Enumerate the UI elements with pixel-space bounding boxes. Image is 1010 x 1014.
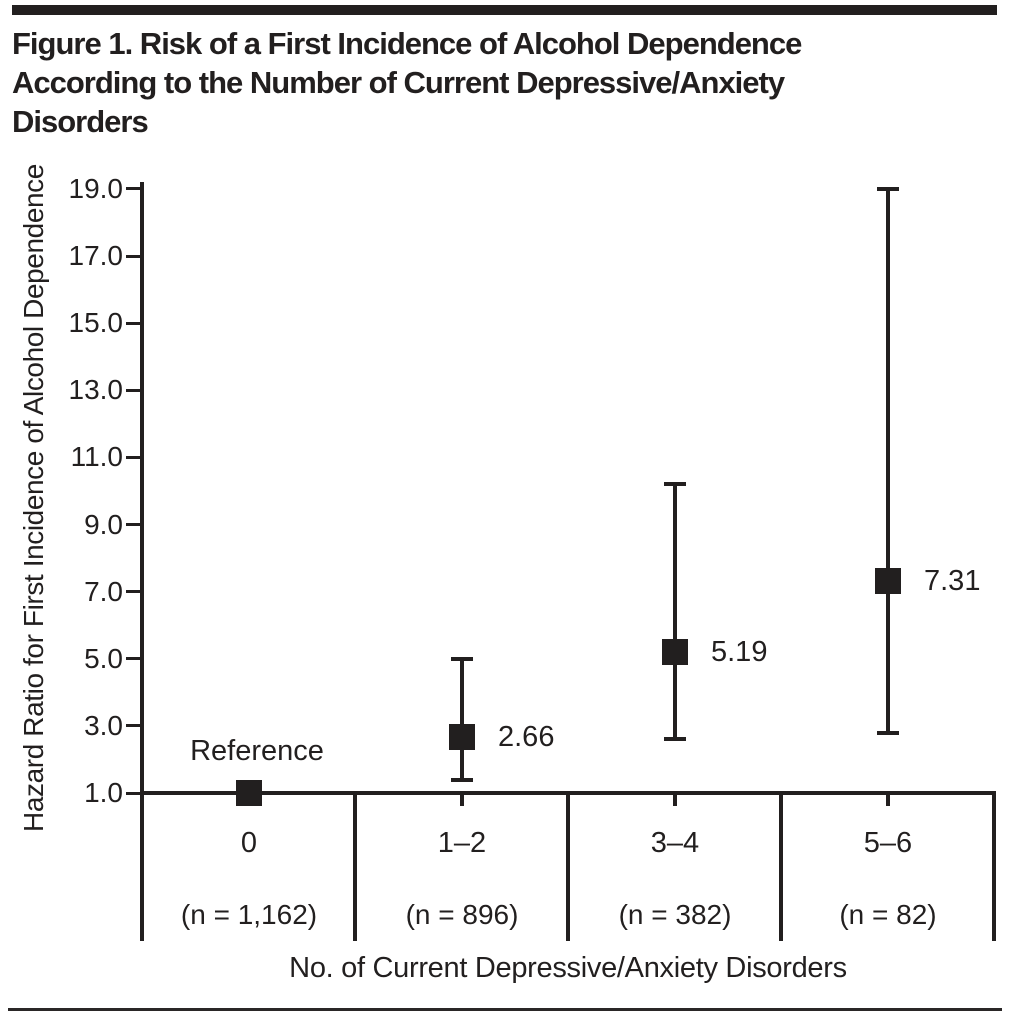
sample-size-label: (n = 382) xyxy=(618,899,732,930)
y-tick-label: 5.0 xyxy=(84,643,123,674)
category-label: 1–2 xyxy=(437,827,487,859)
category-tick xyxy=(460,794,464,806)
error-bar-cap-bottom xyxy=(664,737,686,741)
error-bar-cap-bottom xyxy=(451,778,473,782)
y-tick xyxy=(126,255,140,258)
error-bar xyxy=(886,189,890,733)
data-marker xyxy=(662,639,688,665)
error-bar-cap-top xyxy=(451,657,473,661)
column-divider xyxy=(779,791,783,941)
y-tick-label: 7.0 xyxy=(84,576,123,607)
y-tick xyxy=(126,389,140,392)
y-tick xyxy=(126,657,140,660)
y-tick xyxy=(126,456,140,459)
data-marker xyxy=(875,568,901,594)
error-bar-cap-top xyxy=(664,482,686,486)
y-axis-line xyxy=(140,182,144,941)
error-bar xyxy=(460,659,464,780)
value-label: 2.66 xyxy=(498,721,555,753)
y-tick-label: 3.0 xyxy=(84,710,123,741)
error-bar-cap-top xyxy=(877,187,899,191)
column-divider xyxy=(566,791,570,941)
bottom-rule xyxy=(8,1008,1002,1011)
y-tick-label: 9.0 xyxy=(84,509,123,540)
value-label: 7.31 xyxy=(924,565,981,597)
error-bar xyxy=(673,484,677,739)
y-tick-label: 13.0 xyxy=(68,374,124,405)
value-label: 5.19 xyxy=(711,636,768,668)
category-tick xyxy=(886,794,890,806)
category-label: 0 xyxy=(240,827,258,859)
y-tick-label: 11.0 xyxy=(70,441,123,472)
y-tick-label: 1.0 xyxy=(84,777,123,808)
y-tick xyxy=(126,792,140,795)
figure-title-line-2: According to the Number of Current Depre… xyxy=(12,65,785,100)
category-label: 5–6 xyxy=(863,827,913,859)
top-rule xyxy=(12,5,997,15)
figure-title: Figure 1. Risk of a First Incidence of A… xyxy=(12,24,1007,141)
sample-size-label: (n = 1,162) xyxy=(180,899,318,930)
figure-title-line-3: Disorders xyxy=(12,104,149,139)
sample-size-label: (n = 82) xyxy=(839,899,937,930)
reference-label: Reference xyxy=(190,735,324,767)
y-tick-label: 15.0 xyxy=(68,307,124,338)
sample-size-label: (n = 896) xyxy=(405,899,519,930)
y-tick-label: 19.0 xyxy=(68,173,124,204)
data-marker xyxy=(449,724,475,750)
y-tick-label: 17.0 xyxy=(68,240,124,271)
y-tick xyxy=(126,523,140,526)
category-tick xyxy=(673,794,677,806)
column-divider xyxy=(353,791,357,941)
y-tick xyxy=(126,187,140,190)
x-axis-title: No. of Current Depressive/Anxiety Disord… xyxy=(289,952,847,984)
figure-title-line-1: Figure 1. Risk of a First Incidence of A… xyxy=(12,26,802,61)
column-divider xyxy=(992,791,996,941)
error-bar-cap-bottom xyxy=(877,731,899,735)
data-marker xyxy=(236,780,262,806)
y-tick xyxy=(126,322,140,325)
y-tick xyxy=(126,590,140,593)
category-label: 3–4 xyxy=(650,827,700,859)
y-tick xyxy=(126,724,140,727)
